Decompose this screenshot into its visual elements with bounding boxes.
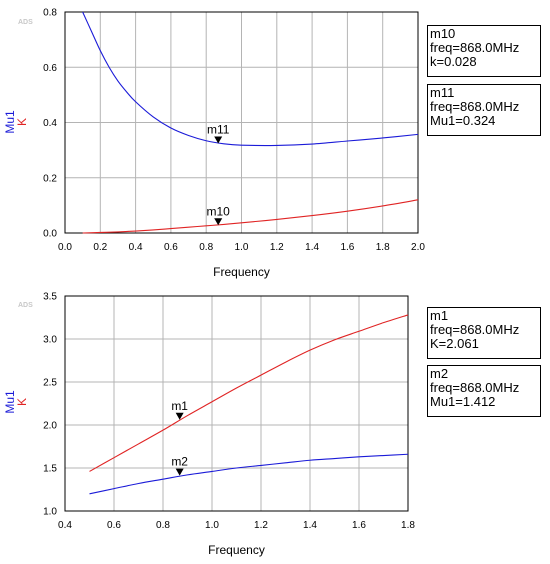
marker-box-m11: m11 freq=868.0MHz Mu1=0.324 — [427, 84, 541, 136]
y-axis-label-mu1: Mu1 — [3, 110, 17, 134]
y-axis-label-k: K — [15, 118, 29, 126]
y-tick-label: 3.0 — [43, 335, 57, 346]
y-tick-label: 1.0 — [43, 507, 57, 518]
x-tick-label: 0.6 — [107, 520, 121, 531]
marker-label-m11: m11 — [207, 122, 230, 136]
x-tick-label: 1.2 — [254, 520, 268, 531]
marker-box-m2: m2 freq=868.0MHz Mu1=1.412 — [427, 365, 541, 417]
marker-box-line: freq=868.0MHz — [430, 40, 520, 55]
marker-triangle-m2 — [175, 468, 184, 476]
marker-box-line: freq=868.0MHz — [430, 99, 520, 114]
x-tick-label: 0.2 — [93, 242, 107, 253]
x-tick-label: 0.8 — [156, 520, 170, 531]
plot-frame — [64, 295, 409, 512]
marker-box-line: freq=868.0MHz — [430, 380, 520, 395]
x-tick-label: 1.2 — [270, 242, 284, 253]
ads-badge: ADS — [18, 302, 33, 309]
series-line-k — [82, 199, 419, 234]
marker-box-line: m10 — [430, 26, 456, 41]
ads-badge: ADS — [18, 19, 33, 26]
marker-triangle-m11 — [214, 136, 223, 144]
y-tick-label: 0.4 — [43, 118, 57, 129]
y-tick-label: 2.5 — [43, 378, 57, 389]
marker-box-line: Mu1=1.412 — [430, 394, 496, 409]
marker-box-line: K=2.061 — [430, 336, 479, 351]
marker-label-m2: m2 — [171, 455, 188, 469]
x-tick-label: 0.0 — [58, 242, 72, 253]
marker-box-line: Mu1=0.324 — [430, 113, 496, 128]
series-line-k — [89, 314, 409, 472]
y-axis-label: Mu1K — [3, 110, 29, 134]
x-tick-label: 1.4 — [305, 242, 319, 253]
marker-box-line: m2 — [430, 366, 449, 381]
marker-label-m10: m10 — [207, 204, 231, 218]
y-tick-label: 0.8 — [43, 8, 57, 19]
y-tick-label: 3.5 — [43, 292, 57, 303]
x-tick-label: 1.8 — [376, 242, 390, 253]
marker-triangle-m1 — [175, 412, 184, 420]
y-tick-label: 0.0 — [43, 229, 57, 240]
x-tick-label: 0.4 — [129, 242, 143, 253]
y-tick-label: 0.2 — [43, 173, 57, 184]
x-tick-label: 1.4 — [303, 520, 317, 531]
x-axis-label: Frequency — [208, 543, 265, 557]
y-axis-label-mu1: Mu1 — [3, 390, 17, 414]
x-tick-label: 1.6 — [352, 520, 366, 531]
marker-box-m1: m1 freq=868.0MHz K=2.061 — [427, 307, 541, 359]
series-line-mu1 — [89, 453, 409, 495]
marker-box-line: freq=868.0MHz — [430, 322, 520, 337]
marker-box-m10: m10 freq=868.0MHz k=0.028 — [427, 25, 541, 77]
x-tick-label: 2.0 — [411, 242, 425, 253]
plot-frame — [64, 11, 419, 234]
x-tick-label: 0.6 — [164, 242, 178, 253]
y-tick-label: 1.5 — [43, 464, 57, 475]
marker-label-m1: m1 — [171, 399, 188, 413]
x-axis-label: Frequency — [213, 265, 270, 279]
x-tick-label: 1.6 — [340, 242, 354, 253]
series-line-mu1 — [82, 11, 419, 147]
y-tick-label: 0.6 — [43, 63, 57, 74]
marker-triangle-m10 — [214, 218, 223, 226]
y-axis-label-k: K — [15, 398, 29, 406]
marker-box-line: m1 — [430, 308, 449, 323]
marker-box-line: m11 — [430, 85, 455, 100]
x-tick-label: 1.0 — [205, 520, 219, 531]
y-tick-label: 2.0 — [43, 421, 57, 432]
x-tick-label: 1.0 — [235, 242, 249, 253]
x-tick-label: 1.8 — [401, 520, 415, 531]
x-tick-label: 0.4 — [58, 520, 72, 531]
y-axis-label: Mu1K — [3, 390, 29, 414]
marker-box-line: k=0.028 — [430, 54, 477, 69]
x-tick-label: 0.8 — [199, 242, 213, 253]
